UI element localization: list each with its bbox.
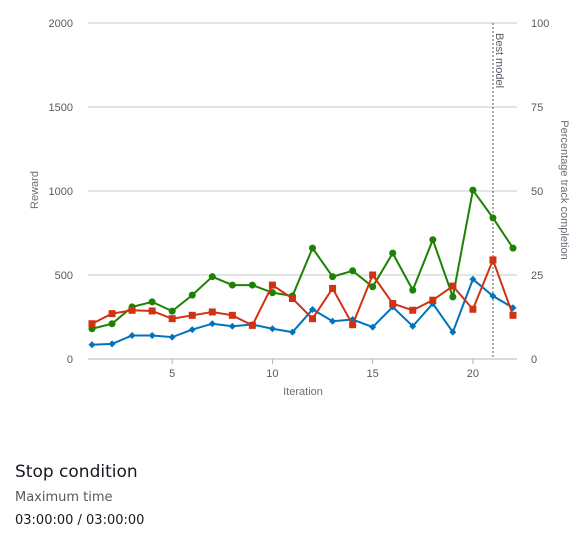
y2-tick-label: 25 [531,270,543,282]
data-point [268,281,276,289]
data-point [248,321,256,329]
data-point [288,328,296,336]
best-model-label: Best model [493,33,505,88]
data-point [108,310,116,318]
data-point [429,296,437,304]
data-point [309,315,317,323]
data-point [208,320,216,328]
data-point [148,298,156,306]
data-point [268,325,276,333]
data-point [309,305,317,313]
stop-condition-title: Stop condition [15,462,138,482]
series-line [91,257,514,328]
series-line [91,277,514,346]
data-point [489,214,497,222]
y-tick-label: 1000 [49,186,73,198]
y-tick-label: 1500 [49,102,73,114]
data-point [268,289,276,297]
data-point [329,284,337,292]
data-point [469,305,477,313]
data-point [288,295,296,303]
data-point [509,311,517,319]
data-point [449,328,457,336]
data-point [108,340,116,348]
data-point [369,271,377,279]
data-point [369,283,377,291]
data-point [208,273,216,281]
series-1 [88,186,517,333]
right-axis-ticks: 0 25 50 75 100 [531,18,549,366]
data-point [188,291,196,299]
data-point [228,322,236,330]
series-group [88,186,517,349]
data-point [168,307,176,315]
data-point [329,273,337,281]
data-point [228,311,236,319]
stop-condition-section: Stop condition Maximum time 03:00:00 / 0… [15,462,144,528]
data-point [128,331,136,339]
data-point [389,249,397,257]
data-point [489,256,497,264]
data-point [409,286,417,294]
x-tick-label: 15 [367,368,379,380]
x-tick-label: 10 [266,368,278,380]
x-tick-label: 5 [169,368,175,380]
data-point [188,326,196,334]
y-tick-label: 500 [55,270,73,282]
y2-tick-label: 0 [531,354,537,366]
y2-axis-title: Percentage track completion [558,120,570,259]
data-point [329,317,337,325]
data-point [369,323,377,331]
data-point [188,311,196,319]
y-tick-label: 0 [67,354,73,366]
y2-tick-label: 75 [531,102,543,114]
x-axis-title: Iteration [283,386,323,398]
data-point [88,341,96,349]
left-axis-ticks: 0 500 1000 1500 2000 [49,18,73,366]
data-point [168,315,176,323]
stop-condition-label: Maximum time [15,490,113,505]
data-point [108,320,116,328]
data-point [148,331,156,339]
y2-tick-label: 50 [531,186,543,198]
data-point [449,293,457,301]
stop-condition-value: 03:00:00 / 03:00:00 [15,513,145,528]
series-line [91,187,514,330]
data-point [88,320,96,328]
data-point [469,275,477,283]
y-tick-label: 2000 [49,18,73,30]
series-3 [88,256,517,329]
data-point [409,322,417,330]
data-point [208,308,216,316]
data-point [409,306,417,314]
y-axis-title: Reward [29,171,41,209]
x-tick-label: 20 [467,368,479,380]
y2-tick-label: 100 [531,18,549,30]
data-point [349,321,357,329]
data-point [168,333,176,341]
data-point [309,244,317,252]
data-point [489,292,497,300]
training-chart: 0 500 1000 1500 2000 0 25 50 75 100 5 10 15 20 Best… [29,18,570,398]
data-point [429,236,437,244]
data-point [148,307,156,315]
data-point [128,306,136,314]
data-point [469,186,477,194]
data-point [228,281,236,289]
data-point [349,267,357,275]
data-point [389,300,397,308]
x-axis-ticks: 5 10 15 20 [169,359,479,380]
data-point [449,282,457,290]
series-2 [88,275,517,349]
data-point [509,244,517,252]
data-point [248,281,256,289]
